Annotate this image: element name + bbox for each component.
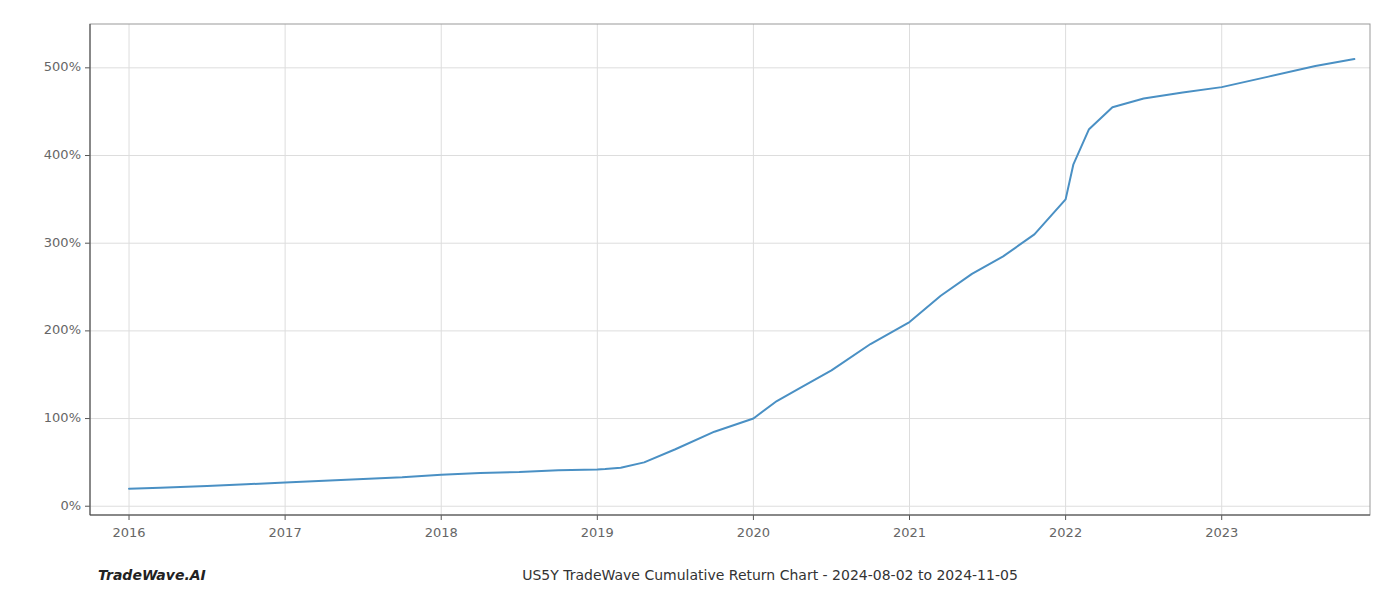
y-tick-label: 200% xyxy=(44,322,81,337)
x-axis-line xyxy=(90,515,1370,516)
x-tick xyxy=(1221,515,1222,520)
y-tick-label: 300% xyxy=(44,235,81,250)
y-tick-label: 400% xyxy=(44,147,81,162)
x-tick-label: 2017 xyxy=(269,525,302,540)
y-tick xyxy=(85,155,90,156)
data-layer xyxy=(129,59,1354,489)
y-grid-line xyxy=(90,243,1370,244)
y-tick xyxy=(85,506,90,507)
x-tick-label: 2016 xyxy=(112,525,145,540)
y-tick-label: 100% xyxy=(44,410,81,425)
y-tick xyxy=(85,330,90,331)
y-tick xyxy=(85,418,90,419)
plot-frame xyxy=(90,24,1370,515)
y-axis-line xyxy=(90,24,91,515)
y-tick xyxy=(85,67,90,68)
x-tick xyxy=(909,515,910,520)
x-grid-line xyxy=(597,24,598,515)
watermark: TradeWave.AI xyxy=(98,567,206,583)
x-grid-line xyxy=(909,24,910,515)
x-grid-line xyxy=(441,24,442,515)
chart-container: 0% 100% 200% 300% 400% 500% 2016 2017 2018 2019 20… xyxy=(0,0,1400,600)
x-tick xyxy=(1065,515,1066,520)
chart-title: US5Y TradeWave Cumulative Return Chart -… xyxy=(522,567,1018,583)
x-tick-label: 2022 xyxy=(1049,525,1082,540)
x-grid-line xyxy=(285,24,286,515)
x-tick xyxy=(597,515,598,520)
x-tick xyxy=(441,515,442,520)
y-grid-line xyxy=(90,67,1370,68)
y-grid-line xyxy=(90,330,1370,331)
x-tick-label: 2021 xyxy=(893,525,926,540)
data-line xyxy=(129,59,1354,489)
x-grid-line xyxy=(1065,24,1066,515)
grid xyxy=(90,24,1370,515)
y-grid-line xyxy=(90,506,1370,507)
x-tick xyxy=(285,515,286,520)
x-tick-label: 2023 xyxy=(1205,525,1238,540)
x-tick-label: 2019 xyxy=(581,525,614,540)
y-tick-label: 0% xyxy=(60,498,81,513)
x-grid-line xyxy=(129,24,130,515)
x-tick xyxy=(129,515,130,520)
y-grid-line xyxy=(90,418,1370,419)
y-tick xyxy=(85,243,90,244)
x-grid-line xyxy=(753,24,754,515)
y-tick-label: 500% xyxy=(44,59,81,74)
y-grid-line xyxy=(90,155,1370,156)
x-tick xyxy=(753,515,754,520)
x-tick-label: 2020 xyxy=(737,525,770,540)
axes: 0% 100% 200% 300% 400% 500% 2016 2017 2018 2019 20… xyxy=(44,24,1370,540)
x-tick-label: 2018 xyxy=(425,525,458,540)
chart-svg: 0% 100% 200% 300% 400% 500% 2016 2017 2018 2019 20… xyxy=(0,0,1400,600)
x-grid-line xyxy=(1221,24,1222,515)
texts: TradeWave.AI US5Y TradeWave Cumulative Re… xyxy=(98,567,1018,583)
